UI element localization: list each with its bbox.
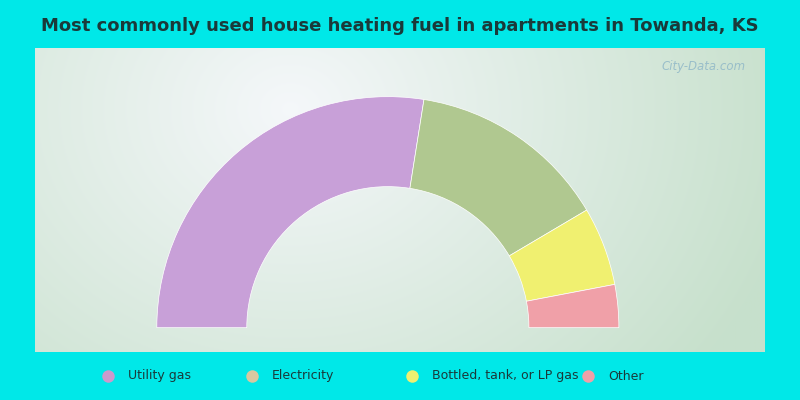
Wedge shape [526, 284, 619, 328]
Wedge shape [410, 100, 586, 256]
Text: Electricity: Electricity [272, 370, 334, 382]
Wedge shape [157, 97, 424, 328]
Wedge shape [510, 210, 614, 301]
Text: City-Data.com: City-Data.com [662, 60, 746, 73]
Text: Other: Other [608, 370, 643, 382]
Text: Bottled, tank, or LP gas: Bottled, tank, or LP gas [432, 370, 578, 382]
Text: Utility gas: Utility gas [128, 370, 191, 382]
Text: Most commonly used house heating fuel in apartments in Towanda, KS: Most commonly used house heating fuel in… [41, 17, 759, 35]
